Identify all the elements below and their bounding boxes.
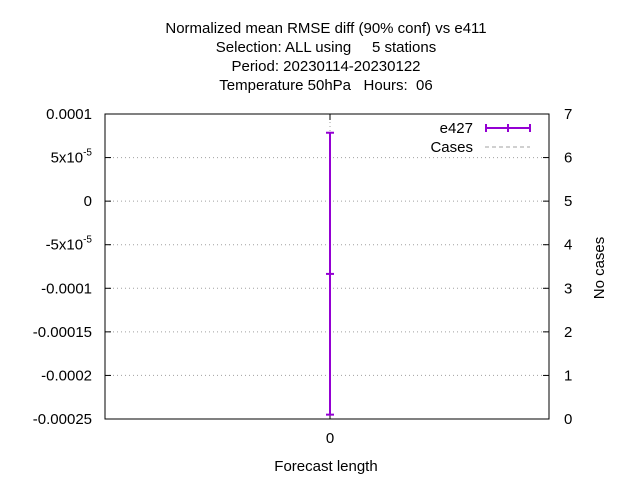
title-line-1: Normalized mean RMSE diff (90% conf) vs … bbox=[165, 20, 486, 37]
y2-tick-label-4: 4 bbox=[564, 237, 572, 254]
legend-label-cases: Cases bbox=[430, 139, 473, 156]
y2-tick-label-1: 1 bbox=[564, 367, 572, 384]
y-tick-label-7: -0.00025 bbox=[33, 411, 92, 428]
x-axis-label: Forecast length bbox=[274, 458, 377, 475]
chart-title: Normalized mean RMSE diff (90% conf) vs … bbox=[165, 20, 486, 94]
legend-swatch-e427 bbox=[485, 124, 531, 132]
title-line-3: Period: 20230114-20230122 bbox=[231, 58, 420, 75]
legend: e427 Cases bbox=[430, 120, 531, 156]
y-tick-label-1: 5x10-5 bbox=[51, 148, 93, 167]
y2-tick-label-3: 3 bbox=[564, 280, 572, 297]
y-tick-label-2: 0 bbox=[84, 193, 92, 210]
plot-border bbox=[104, 113, 550, 420]
y-axis: 0.0001 5x10-5 0 -5x10-5 -0.0001 -0.00015 -0.00… bbox=[33, 106, 111, 428]
y2-tick-label-7: 7 bbox=[564, 106, 572, 123]
y-tick-label-4: -0.0001 bbox=[41, 280, 92, 297]
y2-tick-label-0: 0 bbox=[564, 411, 572, 428]
y2-tick-label-2: 2 bbox=[564, 324, 572, 341]
y-tick-label-5: -0.00015 bbox=[33, 324, 92, 341]
y2-tick-label-5: 5 bbox=[564, 193, 572, 210]
x-tick-label-0: 0 bbox=[326, 430, 334, 447]
y-tick-label-6: -0.0002 bbox=[41, 367, 92, 384]
title-line-2: Selection: ALL using 5 stations bbox=[216, 39, 436, 56]
grid-lines bbox=[105, 113, 549, 420]
series-layer bbox=[326, 131, 334, 416]
y-tick-label-3: -5x10-5 bbox=[46, 235, 93, 254]
y2-axis-label: No cases bbox=[591, 237, 608, 300]
y-tick-label-0: 0.0001 bbox=[46, 106, 92, 123]
legend-label-e427: e427 bbox=[440, 120, 473, 137]
y2-axis: 0 1 2 3 4 5 6 7 bbox=[543, 106, 572, 428]
title-line-4: Temperature 50hPa Hours: 06 bbox=[219, 77, 432, 94]
y2-tick-label-6: 6 bbox=[564, 150, 572, 167]
